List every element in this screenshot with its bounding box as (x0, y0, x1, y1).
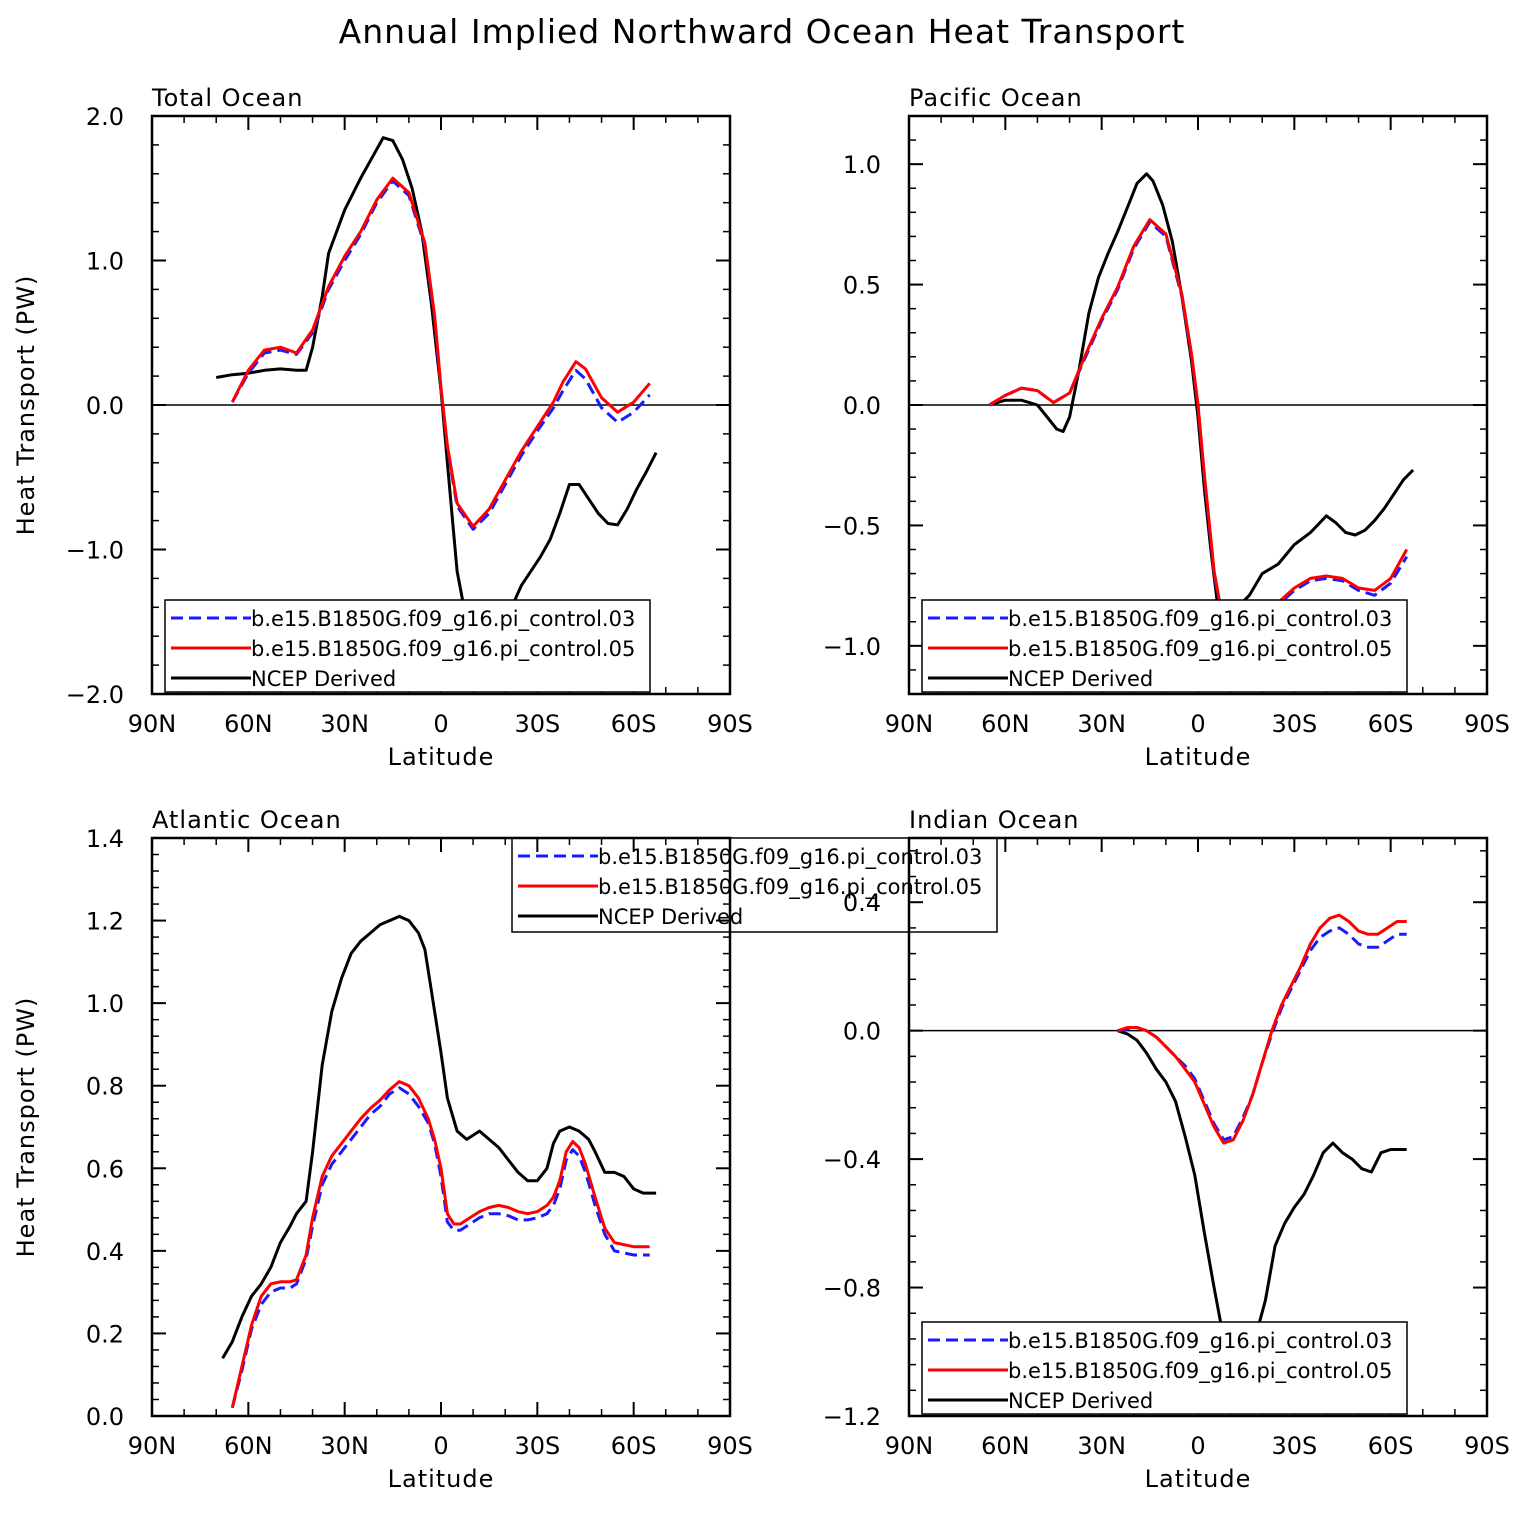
y-tick-label: −1.2 (823, 1403, 881, 1431)
y-tick-label: 1.0 (86, 248, 124, 276)
series-line-03 (988, 220, 1408, 650)
y-tick-label: 0.0 (843, 392, 881, 420)
x-tick-label: 60N (224, 1432, 273, 1460)
y-tick-label: 0.0 (843, 1018, 881, 1046)
legend-label: NCEP Derived (251, 667, 396, 691)
panel-title: Indian Ocean (909, 806, 1080, 834)
legend-label: b.e15.B1850G.f09_g16.pi_control.05 (1008, 1359, 1392, 1384)
y-tick-label: 1.4 (86, 825, 124, 853)
series-line-ncep (988, 172, 1415, 629)
x-axis-label: Latitude (1145, 1465, 1252, 1493)
x-tick-label: 0 (433, 710, 448, 738)
legend-label: b.e15.B1850G.f09_g16.pi_control.03 (598, 845, 982, 870)
x-tick-label: 60S (1368, 710, 1414, 738)
y-tick-label: −0.8 (823, 1275, 881, 1303)
y-tick-label: 0.4 (843, 889, 881, 917)
series-line-ncep (215, 136, 658, 650)
x-tick-label: 60N (981, 1432, 1030, 1460)
x-tick-label: 30S (1271, 710, 1317, 738)
y-tick-label: 1.0 (843, 151, 881, 179)
x-tick-label: 30N (1077, 710, 1126, 738)
x-tick-label: 30N (320, 1432, 369, 1460)
y-tick-label: 0.6 (86, 1155, 124, 1183)
panel-title: Atlantic Ocean (152, 806, 342, 834)
x-tick-label: 90S (1464, 710, 1510, 738)
y-axis-label: Heat Transport (PW) (12, 275, 40, 536)
legend-label: NCEP Derived (1008, 1389, 1153, 1413)
series-line-ncep (221, 914, 657, 1359)
x-tick-label: 0 (1190, 710, 1205, 738)
legend-label: b.e15.B1850G.f09_g16.pi_control.03 (251, 607, 635, 632)
legend-label: b.e15.B1850G.f09_g16.pi_control.05 (251, 637, 635, 662)
series-line-03 (230, 179, 651, 531)
x-tick-label: 60N (224, 710, 273, 738)
x-tick-label: 30S (514, 1432, 560, 1460)
series-line-05 (230, 176, 651, 528)
figure-title: Annual Implied Northward Ocean Heat Tran… (338, 12, 1186, 51)
y-tick-label: 2.0 (86, 103, 124, 131)
y-tick-label: 0.4 (86, 1238, 124, 1266)
y-tick-label: −1.0 (66, 537, 124, 565)
y-tick-label: 0.5 (843, 272, 881, 300)
x-tick-label: 90S (707, 710, 753, 738)
legend-label: b.e15.B1850G.f09_g16.pi_control.05 (1008, 637, 1392, 662)
x-tick-label: 90N (128, 710, 177, 738)
y-tick-label: 1.0 (86, 990, 124, 1018)
x-tick-label: 30S (514, 710, 560, 738)
x-tick-label: 90S (1464, 1432, 1510, 1460)
x-tick-label: 30N (320, 710, 369, 738)
x-tick-label: 90N (885, 710, 934, 738)
legend-label: NCEP Derived (598, 905, 743, 929)
x-tick-label: 0 (433, 1432, 448, 1460)
x-tick-label: 0 (1190, 1432, 1205, 1460)
y-tick-label: −0.4 (823, 1146, 881, 1174)
y-tick-label: 0.2 (86, 1320, 124, 1348)
legend-label: b.e15.B1850G.f09_g16.pi_control.03 (1008, 607, 1392, 632)
x-tick-label: 90S (707, 1432, 753, 1460)
x-tick-label: 60N (981, 710, 1030, 738)
y-tick-label: 0.0 (86, 1403, 124, 1431)
legend-label: b.e15.B1850G.f09_g16.pi_control.03 (1008, 1329, 1392, 1354)
y-axis-label: Heat Transport (PW) (12, 997, 40, 1258)
x-tick-label: 60S (611, 710, 657, 738)
x-tick-label: 90N (128, 1432, 177, 1460)
panel-title: Pacific Ocean (909, 84, 1083, 112)
y-tick-label: −1.0 (823, 633, 881, 661)
y-tick-label: −0.5 (823, 512, 881, 540)
x-tick-label: 30N (1077, 1432, 1126, 1460)
series-line-03 (1117, 926, 1407, 1142)
series-line-ncep (1117, 1029, 1407, 1373)
legend-box (511, 837, 998, 933)
y-tick-label: −2.0 (66, 681, 124, 709)
y-tick-label: 1.2 (86, 908, 124, 936)
x-tick-label: 60S (1368, 1432, 1414, 1460)
y-tick-label: 0.8 (86, 1073, 124, 1101)
x-axis-label: Latitude (1145, 743, 1252, 771)
x-tick-label: 60S (611, 1432, 657, 1460)
series-line-05 (1117, 913, 1407, 1145)
x-tick-label: 90N (885, 1432, 934, 1460)
x-axis-label: Latitude (388, 1465, 495, 1493)
series-line-03 (230, 1086, 650, 1409)
legend-label: NCEP Derived (1008, 667, 1153, 691)
panel-title: Total Ocean (151, 84, 303, 112)
y-tick-label: 0.0 (86, 392, 124, 420)
x-tick-label: 30S (1271, 1432, 1317, 1460)
series-line-05 (988, 218, 1409, 653)
x-axis-label: Latitude (388, 743, 495, 771)
legend-label: b.e15.B1850G.f09_g16.pi_control.05 (598, 875, 982, 900)
series-line-05 (230, 1080, 650, 1409)
